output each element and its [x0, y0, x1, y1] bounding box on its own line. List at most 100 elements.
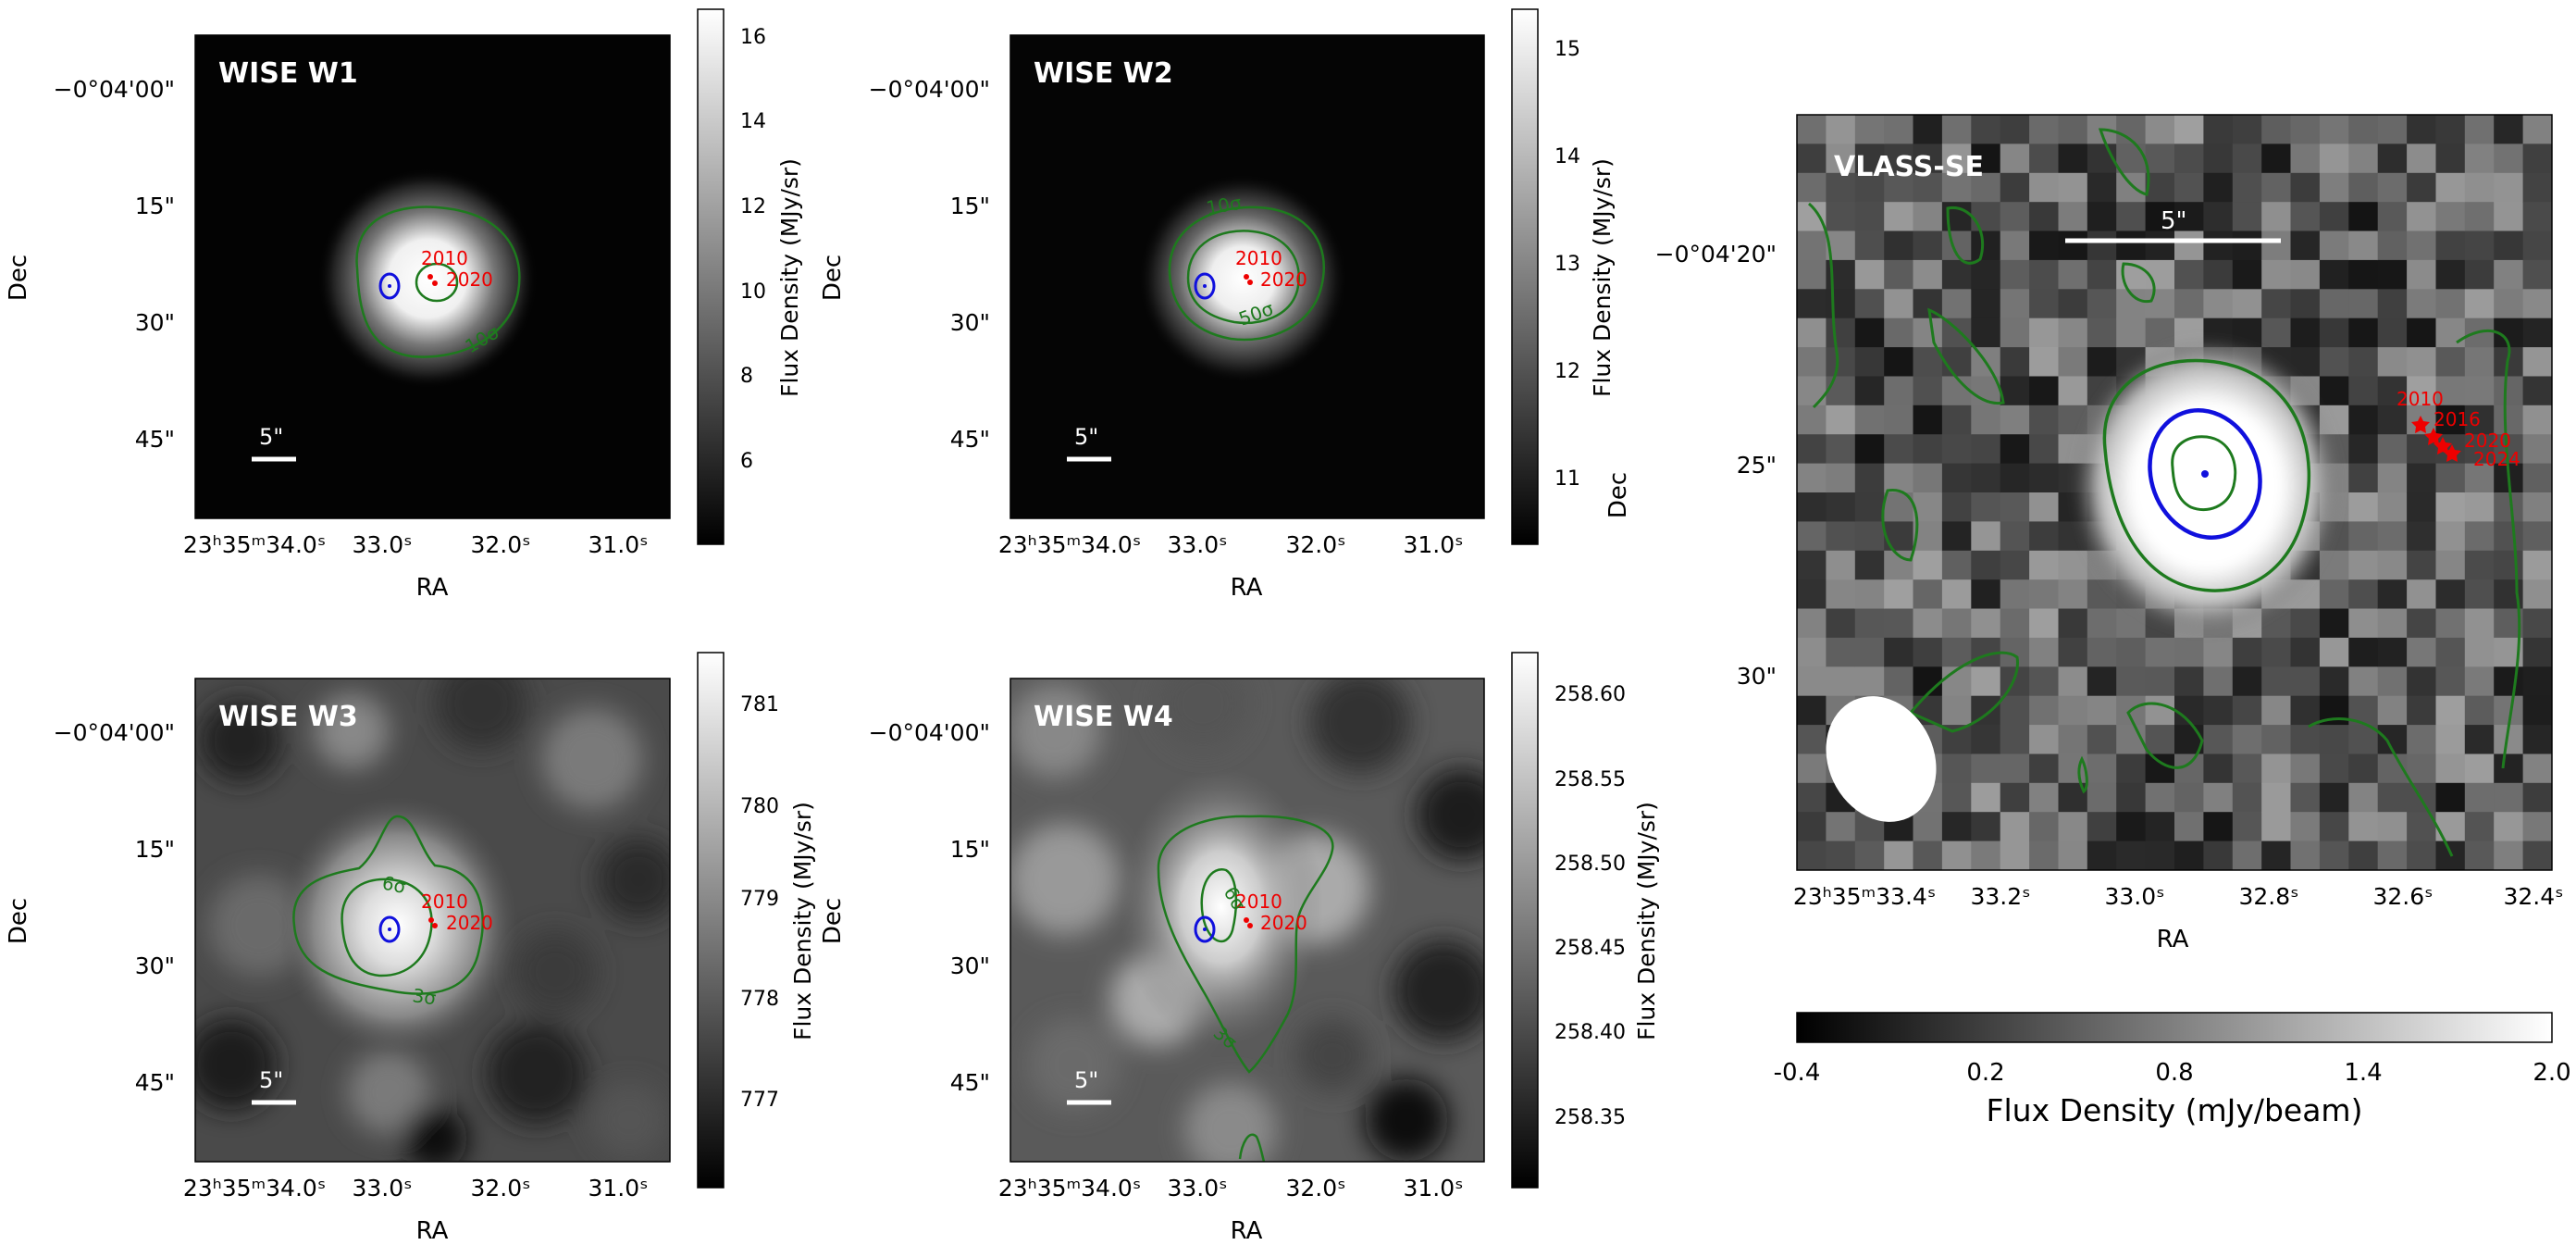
- panel-w3: 2010 2020 6σ 3σ WISE W3 5" −0°04'00" 15"…: [5, 652, 816, 1245]
- noise-pixel: [1913, 434, 1943, 465]
- noise-pixel: [2377, 608, 2408, 639]
- noise-pixel: [2435, 666, 2466, 697]
- ra-tick: 32.0ˢ: [471, 531, 531, 558]
- noise-pixel: [2116, 172, 2147, 203]
- colorbar-tick: 11: [1554, 467, 1580, 491]
- noise-pixel: [1826, 579, 1856, 610]
- noise-pixel: [2261, 230, 2292, 261]
- noise-pixel: [2319, 666, 2349, 697]
- noise-pixel: [2407, 230, 2437, 261]
- noise-pixel: [1826, 608, 1856, 639]
- noise-pixel: [1884, 317, 1914, 348]
- noise-pixel: [2087, 637, 2117, 667]
- noise-pixel: [1971, 143, 2001, 174]
- dec-tick: 15": [135, 836, 175, 863]
- noise-pixel: [2029, 434, 2060, 465]
- ra-axis-label: RA: [1231, 574, 1263, 602]
- noise-pixel: [2348, 637, 2379, 667]
- noise-pixel: [2348, 550, 2379, 580]
- noise-pixel: [2407, 637, 2437, 667]
- colorbar-tick: 16: [740, 26, 766, 49]
- noise-pixel: [2377, 115, 2408, 144]
- ra-tick: 32.8ˢ: [2239, 883, 2299, 910]
- epoch-marker-2010: [428, 917, 434, 923]
- contour-inner: [2171, 435, 2237, 512]
- noise-pixel: [2087, 695, 2117, 726]
- noise-pixel: [2000, 492, 2030, 522]
- colorbar-tick: 258.45: [1554, 937, 1626, 960]
- noise-pixel: [2348, 143, 2379, 174]
- noise-pixel: [2522, 202, 2552, 232]
- noise-pixel: [1884, 579, 1914, 610]
- noise-pixel: [2232, 695, 2262, 726]
- noise-pixel: [2348, 666, 2379, 697]
- colorbar-tick: 14: [740, 110, 766, 133]
- noise-pixel: [2407, 608, 2437, 639]
- noise-pixel: [2058, 725, 2088, 755]
- noise-pixel: [2261, 143, 2292, 174]
- noise-pixel: [1971, 289, 2001, 319]
- noise-pixel: [1797, 608, 1827, 639]
- noise-pixel: [2522, 463, 2552, 493]
- noise-pixel: [2000, 230, 2030, 261]
- colorbar-tick: 258.40: [1554, 1021, 1626, 1044]
- noise-pixel: [1854, 550, 1885, 580]
- noise-pixel: [1913, 115, 1943, 144]
- noise-pixel: [2464, 202, 2495, 232]
- noise-pixel: [2377, 492, 2408, 522]
- panel-title: WISE W1: [218, 57, 358, 90]
- noise-pixel: [2029, 725, 2060, 755]
- colorbar-tick: 1.4: [2344, 1059, 2382, 1087]
- noise-pixel: [1826, 812, 1856, 842]
- noise-pixel: [1913, 463, 1943, 493]
- noise-pixel: [1913, 840, 1943, 870]
- noise-pixel: [1941, 376, 1972, 406]
- noise-pixel: [2290, 608, 2321, 639]
- noise-pixel: [2290, 317, 2321, 348]
- noise-pixel: [2174, 666, 2204, 697]
- ra-tick: 32.4ˢ: [2504, 883, 2564, 910]
- noise-pixel: [2348, 376, 2379, 406]
- noise-pixel: [2348, 434, 2379, 465]
- noise-pixel: [2494, 405, 2524, 435]
- noise-pixel: [2348, 608, 2379, 639]
- noise-pixel: [2435, 782, 2466, 813]
- ra-tick: 31.0ˢ: [588, 531, 649, 558]
- noise-pixel: [1971, 725, 2001, 755]
- panel-title: WISE W2: [1034, 57, 1173, 90]
- noise-pixel: [2290, 259, 2321, 290]
- noise-pixel: [2319, 115, 2349, 144]
- colorbar-tick: 780: [740, 795, 779, 818]
- noise-pixel: [1854, 347, 1885, 378]
- position-ellipse: [378, 915, 401, 943]
- noise-pixel: [1826, 317, 1856, 348]
- noise-pixel: [2058, 172, 2088, 203]
- noise-pixel: [2464, 695, 2495, 726]
- ra-tick: 33.2ˢ: [1971, 883, 2031, 910]
- noise-pixel: [2494, 143, 2524, 174]
- noise-pixel: [2319, 608, 2349, 639]
- ra-tick: 23ʰ35ᵐ34.0ˢ: [998, 531, 1141, 558]
- noise-pixel: [2348, 259, 2379, 290]
- noise-pixel: [2290, 637, 2321, 667]
- dec-tick: 15": [950, 193, 990, 219]
- noise-pixel: [2145, 637, 2175, 667]
- noise-pixel: [2522, 347, 2552, 378]
- dec-tick: 15": [135, 193, 175, 219]
- contour-inner: [415, 262, 459, 303]
- noise-pixel: [2377, 550, 2408, 580]
- noise-pixel: [1941, 143, 1972, 174]
- noise-pixel: [1941, 434, 1972, 465]
- ra-tick-labels: 23ʰ35ᵐ34.0ˢ 33.0ˢ 32.0ˢ 31.0ˢ: [183, 1175, 649, 1201]
- noise-pixel: [1884, 405, 1914, 435]
- noise-pixel: [2377, 405, 2408, 435]
- noise-pixel: [1884, 840, 1914, 870]
- noise-pixel: [1884, 637, 1914, 667]
- noise-pixel: [2348, 172, 2379, 203]
- noise-pixel: [2522, 521, 2552, 552]
- noise-pixel: [1826, 172, 1856, 203]
- noise-pixel: [2203, 725, 2234, 755]
- noise-pixel: [2087, 172, 2117, 203]
- noise-pixel: [2000, 259, 2030, 290]
- dec-tick: −0°04'00": [54, 76, 175, 103]
